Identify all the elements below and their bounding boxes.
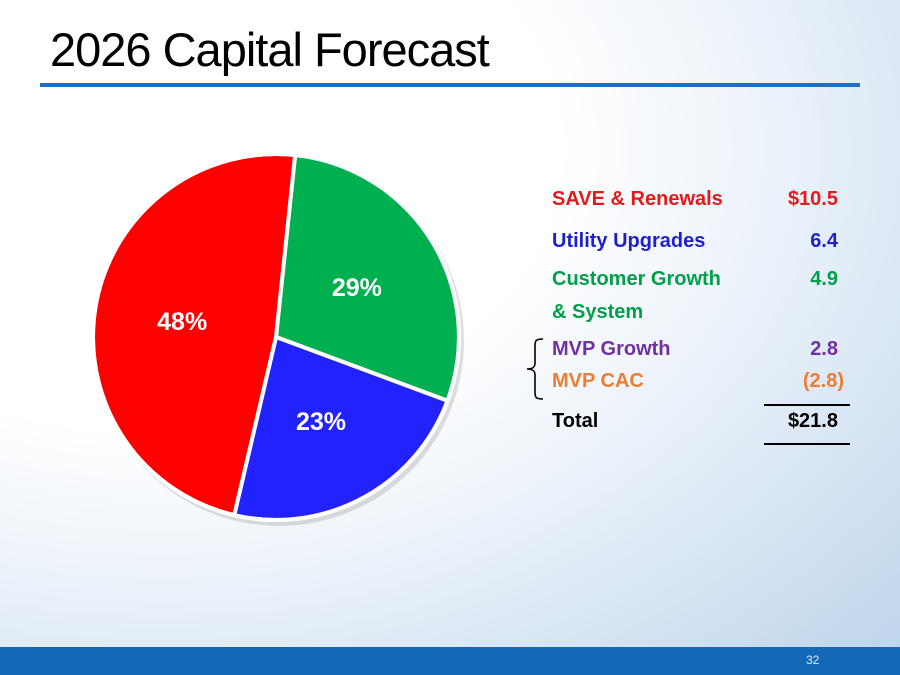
table-row-utility-upgrades: Utility Upgrades 6.4 [552,230,852,260]
row-label: MVP CAC [552,370,644,392]
table-row-save-renewals: SAVE & Renewals $10.5 [552,188,852,218]
row-value: $10.5 [787,188,838,210]
row-label: Customer Growth [552,268,721,290]
row-label: MVP Growth [552,338,671,360]
row-value: 4.9 [810,268,838,290]
table-row-mvp-cac: MVP CAC (2.8) [552,370,852,400]
row-value: 6.4 [810,230,838,252]
slide-title: 2026 Capital Forecast [50,23,490,76]
total-rule-top [764,404,850,406]
page-number: 32 [806,653,820,667]
pie-outline [91,152,461,522]
footer-bar: 32 [0,647,900,675]
total-label: Total [552,410,599,432]
row-label: Utility Upgrades [552,230,706,252]
table-row-total: Total $21.8 [552,410,852,440]
pie-data-label: 29% [332,274,382,302]
row-label-continued: & System [552,301,644,323]
row-value: (2.8) [802,370,844,392]
title-underline [40,83,860,87]
pie-data-label: 23% [296,408,346,436]
pie-data-label: 48% [157,308,207,336]
table-row-mvp-growth: MVP Growth 2.8 [552,338,852,368]
row-label: SAVE & Renewals [552,188,723,210]
bracket-icon [526,338,544,400]
row-value: 2.8 [810,338,838,360]
table-row-customer-growth-cont: & System [552,301,852,331]
total-rule-bottom [764,443,850,445]
table-row-customer-growth: Customer Growth 4.9 [552,268,852,298]
total-value: $21.8 [787,410,838,432]
